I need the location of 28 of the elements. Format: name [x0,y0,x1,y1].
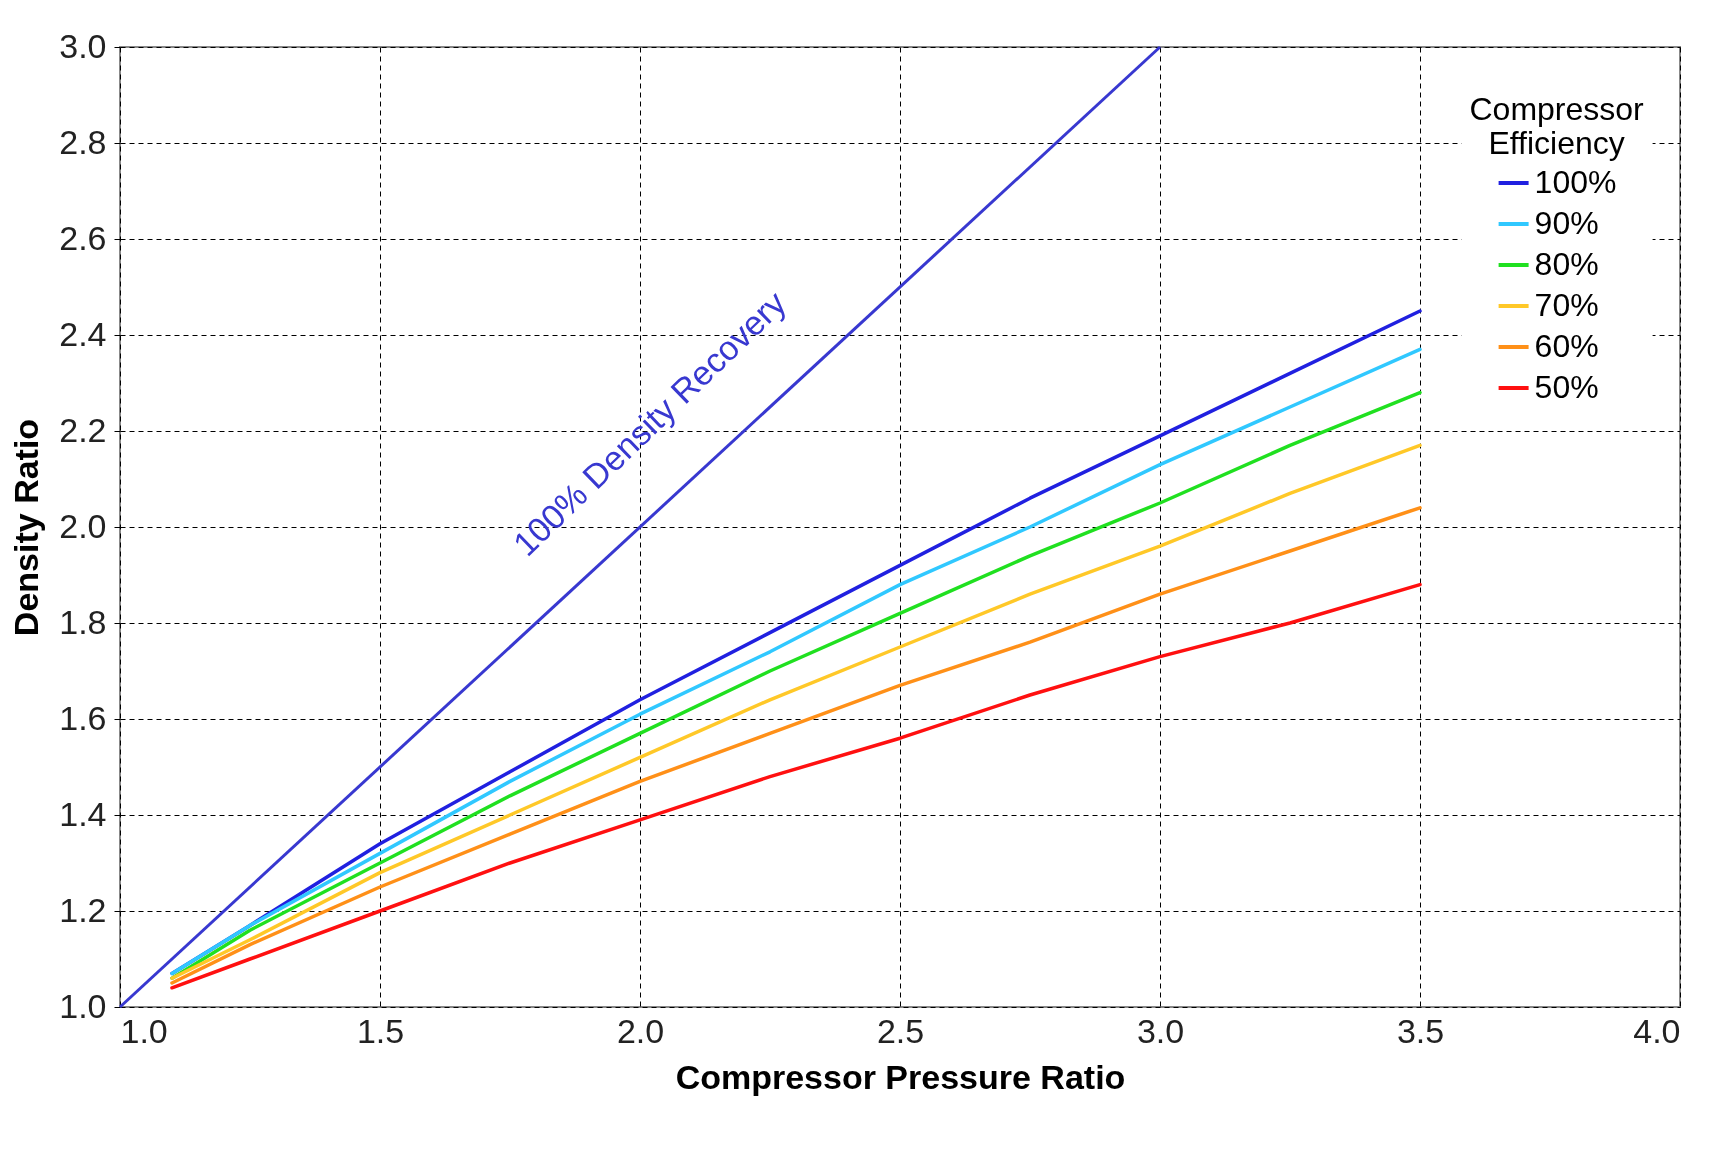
x-tick-label: 4.0 [1633,1011,1681,1050]
line-series [170,582,1422,990]
x-tick-label: 3.5 [1396,1011,1445,1050]
x-tick-label: 2.0 [616,1011,665,1050]
x-tick-label: 2.5 [876,1011,925,1050]
y-tick-label: 1.4 [59,794,107,833]
y-tick-label: 2.6 [59,218,107,257]
y-tick-label: 1.6 [59,698,107,737]
y-tick-label: 1.8 [59,602,107,641]
y-tick-label: 2.0 [59,506,107,545]
y-tick-label: 1.2 [59,890,107,929]
y-axis-title: Density Ratio [7,418,46,637]
y-tick-label: 2.2 [59,410,107,449]
legend-label: 80% [1534,246,1599,282]
x-tick-label: 1.5 [356,1011,405,1050]
legend-label: 60% [1534,328,1599,364]
legend-label: 100% [1534,164,1617,200]
y-tick-label: 2.4 [59,314,107,353]
legend-title: Compressor Efficiency [1469,91,1645,161]
x-tick-label: 1.0 [120,1011,168,1050]
x-tick-label: 3.0 [1136,1011,1185,1050]
y-tick-label: 1.0 [59,986,107,1025]
y-tick-label: 3.0 [59,26,107,65]
legend-label: 50% [1534,369,1599,405]
legend-label: 70% [1534,287,1599,323]
y-tick-label: 2.8 [59,122,107,161]
legend-label: 90% [1534,205,1599,241]
x-axis-title: Compressor Pressure Ratio [675,1057,1126,1096]
